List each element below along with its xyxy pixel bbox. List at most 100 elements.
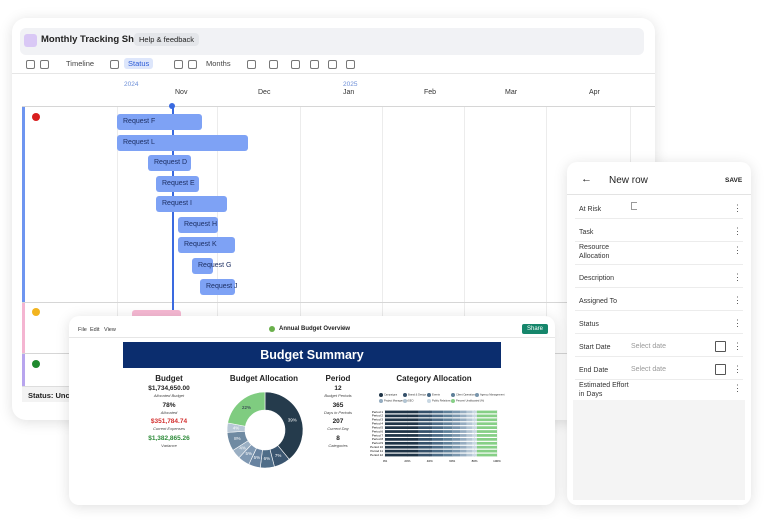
gantt-bar[interactable] xyxy=(192,258,213,274)
gantt-bar-label: Request H xyxy=(184,221,218,228)
bar-segment xyxy=(443,438,453,441)
gantt-bar[interactable] xyxy=(178,237,235,253)
bar-segment xyxy=(452,418,461,422)
toolbar-icon[interactable] xyxy=(188,60,197,69)
kebab-icon[interactable]: ⋮ xyxy=(733,295,742,305)
gantt-bar[interactable] xyxy=(178,217,218,233)
bar-segment xyxy=(443,449,453,453)
app-icon xyxy=(24,34,37,47)
timeline-top-line xyxy=(22,106,655,107)
summary-label: Variance xyxy=(161,443,177,448)
bar-segment xyxy=(432,445,444,449)
kebab-icon[interactable]: ⋮ xyxy=(733,364,742,374)
toolbar-icon[interactable] xyxy=(346,60,355,69)
menu-item[interactable]: View xyxy=(104,327,116,333)
row-strip xyxy=(22,354,25,394)
bar-segment xyxy=(472,410,477,414)
toolbar-button[interactable]: Timeline xyxy=(66,59,95,68)
month-divider xyxy=(464,106,465,406)
bar-segment xyxy=(418,418,433,422)
field-label: At Risk xyxy=(579,206,602,213)
summary-label: Allocated Budget xyxy=(153,393,185,398)
field-divider xyxy=(575,264,743,265)
today-marker xyxy=(169,103,175,109)
toolbar-icon[interactable] xyxy=(40,60,49,69)
bar-segment xyxy=(443,418,453,422)
toolbar-icon[interactable] xyxy=(291,60,300,69)
month-divider xyxy=(217,106,218,406)
field-divider xyxy=(575,333,743,334)
field-label: Task xyxy=(579,229,594,236)
toolbar-icon[interactable] xyxy=(174,60,183,69)
field-divider xyxy=(575,287,743,288)
bar-segment xyxy=(452,422,461,426)
gantt-bar[interactable] xyxy=(156,176,199,192)
bar-segment xyxy=(452,426,461,429)
month-label: Dec xyxy=(258,89,271,96)
toolbar-icon[interactable] xyxy=(328,60,337,69)
donut-label: 5% xyxy=(245,451,252,456)
gantt-bar-label: Request K xyxy=(184,241,217,248)
flag-icon[interactable] xyxy=(631,202,637,210)
banner-title: Budget Summary xyxy=(260,348,364,362)
gantt-bar[interactable] xyxy=(132,310,181,320)
kebab-icon[interactable]: ⋮ xyxy=(733,203,742,213)
kebab-icon[interactable]: ⋮ xyxy=(733,245,742,255)
toolbar-icon[interactable] xyxy=(110,60,119,69)
back-arrow[interactable]: ← xyxy=(581,173,592,185)
toolbar-button[interactable]: Months xyxy=(206,59,231,68)
date-placeholder[interactable]: Select date xyxy=(631,366,667,373)
gantt-bar[interactable] xyxy=(117,114,202,130)
kebab-icon[interactable]: ⋮ xyxy=(733,383,742,393)
period-label: Days in Periods xyxy=(323,410,352,415)
bar-segment xyxy=(472,453,477,457)
gantt-bar[interactable] xyxy=(148,155,191,171)
bar-segment xyxy=(466,449,473,453)
y-tick-label: Period 2 xyxy=(372,414,384,418)
bar-segment xyxy=(418,438,433,441)
bar-segment xyxy=(472,418,477,422)
bar-segment xyxy=(432,426,444,429)
calendar-icon[interactable] xyxy=(715,341,726,352)
budget-card: File Edit View Annual Budget Overview ☆ Share… xyxy=(69,316,555,505)
date-placeholder[interactable]: Select date xyxy=(631,343,667,350)
bar-segment xyxy=(460,453,467,457)
bar-segment xyxy=(476,426,497,429)
menu-item[interactable]: Edit xyxy=(90,327,100,333)
field-label: Estimated Effort in Days xyxy=(579,382,629,398)
bar-segment xyxy=(432,453,444,457)
form-footer xyxy=(573,400,745,500)
toolbar-icon[interactable] xyxy=(310,60,319,69)
kebab-icon[interactable]: ⋮ xyxy=(733,341,742,351)
period-value: 365 xyxy=(332,402,344,409)
kebab-icon[interactable]: ⋮ xyxy=(733,272,742,282)
toolbar-divider xyxy=(12,73,655,74)
bar-segment xyxy=(443,430,453,433)
kebab-icon[interactable]: ⋮ xyxy=(733,318,742,328)
legend-label: Public Relations xyxy=(432,399,451,403)
toolbar-button[interactable]: Status xyxy=(124,58,154,69)
calendar-icon[interactable] xyxy=(715,364,726,375)
bar-segment xyxy=(476,453,497,457)
budget-charts: 39%7%6%5%5%4%8%4%22%Campaigns Brand & Des… xyxy=(226,391,505,469)
month-divider xyxy=(382,106,383,406)
toolbar-icon[interactable] xyxy=(26,60,35,69)
toolbar-icon[interactable] xyxy=(247,60,256,69)
legend-label: Project Management xyxy=(384,399,408,403)
toolbar-icon[interactable] xyxy=(269,60,278,69)
star-icon[interactable]: ☆ xyxy=(341,325,348,332)
share-button[interactable]: Share xyxy=(522,324,549,334)
save-button[interactable]: SAVE xyxy=(725,177,743,184)
doc-icon xyxy=(269,326,275,332)
bar-segment xyxy=(432,422,444,426)
kebab-icon[interactable]: ⋮ xyxy=(733,226,742,236)
bar-segment xyxy=(385,426,419,429)
help-button[interactable]: Help & feedback xyxy=(134,33,200,46)
bar-segment xyxy=(460,438,467,441)
gantt-bar[interactable] xyxy=(156,196,227,212)
gantt-bar[interactable] xyxy=(200,279,235,295)
bar-segment xyxy=(476,410,497,414)
field-divider xyxy=(575,379,743,380)
menu-item[interactable]: File xyxy=(78,327,87,333)
gantt-bar[interactable] xyxy=(117,135,248,151)
